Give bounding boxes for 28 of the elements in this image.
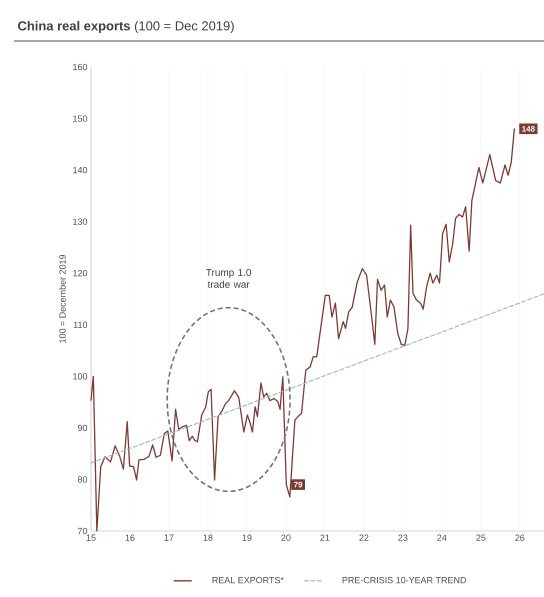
y-tick-label: 130: [73, 218, 88, 225]
chart-title: China real exports (100 = Dec 2019): [18, 20, 234, 34]
x-tick-label: 17: [164, 534, 174, 541]
x-tick-label: 21: [320, 534, 330, 541]
x-tick-label: 25: [476, 534, 486, 541]
x-tick-label: 22: [359, 534, 368, 541]
y-tick-label: 70: [78, 528, 88, 534]
x-tick-label: 20: [281, 534, 291, 541]
y-tick-label: 100: [73, 373, 88, 380]
x-tick-label: 26: [515, 534, 524, 541]
legend-label: REAL EXPORTS*: [212, 576, 284, 584]
x-tick-label: 18: [204, 534, 213, 541]
legend-label: PRE-CRISIS 10-YEAR TREND: [342, 576, 466, 584]
y-tick-label: 90: [78, 424, 88, 432]
x-tick-label: 16: [126, 534, 135, 541]
x-tick-label: 24: [437, 534, 447, 541]
x-tick-label: 19: [242, 534, 252, 541]
y-tick-label: 140: [73, 166, 88, 174]
y-tick-label: 160: [73, 64, 88, 70]
annotation: Trump 1.0 trade war: [206, 268, 252, 288]
y-tick-label: 110: [74, 322, 88, 328]
y-tick-label: 80: [78, 476, 88, 483]
y-axis-title: 100 = December 2019: [59, 254, 66, 343]
line-series: [90, 128, 516, 532]
y-tick-label: 120: [73, 270, 88, 276]
x-tick-label: 15: [86, 534, 96, 541]
y-tick-label: 150: [73, 115, 88, 122]
x-tick-label: 23: [398, 534, 408, 541]
